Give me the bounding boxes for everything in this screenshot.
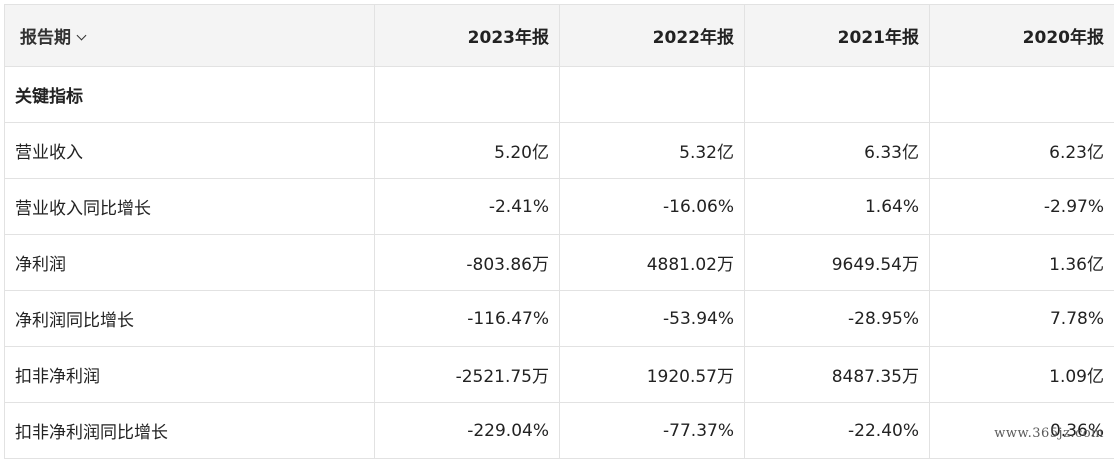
section-row-key-indicators: 关键指标 xyxy=(4,66,1114,123)
header-row: 报告期 2023年报 2022年报 2021年报 2020年报 xyxy=(4,4,1114,67)
table-cell: -2.97% xyxy=(929,178,1114,235)
table-cell: -77.37% xyxy=(559,402,745,459)
row-label: 扣非净利润同比增长 xyxy=(4,402,375,459)
table-cell: -803.86万 xyxy=(374,234,560,291)
table-row: 扣非净利润 -2521.75万 1920.57万 8487.35万 1.09亿 xyxy=(4,346,1114,403)
table-cell: -116.47% xyxy=(374,290,560,347)
table-cell: 1.09亿 xyxy=(929,346,1114,403)
table-row: 扣非净利润同比增长 -229.04% -77.37% -22.40% 0.36% xyxy=(4,402,1114,459)
column-header-2022: 2022年报 xyxy=(559,4,745,67)
table-cell: 7.78% xyxy=(929,290,1114,347)
table-cell: 0.36% xyxy=(929,402,1114,459)
chevron-down-icon[interactable] xyxy=(76,30,87,41)
row-label: 扣非净利润 xyxy=(4,346,375,403)
table-row: 净利润同比增长 -116.47% -53.94% -28.95% 7.78% xyxy=(4,290,1114,347)
table-cell: 1920.57万 xyxy=(559,346,745,403)
table-cell: 1.36亿 xyxy=(929,234,1114,291)
column-header-2021: 2021年报 xyxy=(744,4,930,67)
table-cell xyxy=(374,66,560,123)
section-title: 关键指标 xyxy=(4,66,375,123)
table-cell: 6.33亿 xyxy=(744,122,930,179)
table-cell: -2.41% xyxy=(374,178,560,235)
table-cell: 5.32亿 xyxy=(559,122,745,179)
table-cell: 9649.54万 xyxy=(744,234,930,291)
table-cell: 6.23亿 xyxy=(929,122,1114,179)
table-row: 营业收入同比增长 -2.41% -16.06% 1.64% -2.97% xyxy=(4,178,1114,235)
table-cell: 1.64% xyxy=(744,178,930,235)
table-cell: -16.06% xyxy=(559,178,745,235)
table-cell: 8487.35万 xyxy=(744,346,930,403)
table-row: 营业收入 5.20亿 5.32亿 6.33亿 6.23亿 xyxy=(4,122,1114,179)
watermark: www.365jz.com xyxy=(994,426,1104,441)
table-cell xyxy=(744,66,930,123)
table-cell: 4881.02万 xyxy=(559,234,745,291)
table-cell: -28.95% xyxy=(744,290,930,347)
table-cell: -2521.75万 xyxy=(374,346,560,403)
financial-indicators-table: 报告期 2023年报 2022年报 2021年报 2020年报 关键指标 营业收… xyxy=(4,4,1114,459)
table-cell: -229.04% xyxy=(374,402,560,459)
table-cell xyxy=(559,66,745,123)
row-label: 净利润 xyxy=(4,234,375,291)
column-header-2020: 2020年报 xyxy=(929,4,1114,67)
row-label: 营业收入 xyxy=(4,122,375,179)
period-selector-label: 报告期 xyxy=(20,28,71,48)
row-label: 净利润同比增长 xyxy=(4,290,375,347)
table-row: 净利润 -803.86万 4881.02万 9649.54万 1.36亿 xyxy=(4,234,1114,291)
table-cell: -22.40% xyxy=(744,402,930,459)
period-selector[interactable]: 报告期 xyxy=(4,4,375,67)
table-cell: 5.20亿 xyxy=(374,122,560,179)
table-cell xyxy=(929,66,1114,123)
table-cell: -53.94% xyxy=(559,290,745,347)
row-label: 营业收入同比增长 xyxy=(4,178,375,235)
column-header-2023: 2023年报 xyxy=(374,4,560,67)
